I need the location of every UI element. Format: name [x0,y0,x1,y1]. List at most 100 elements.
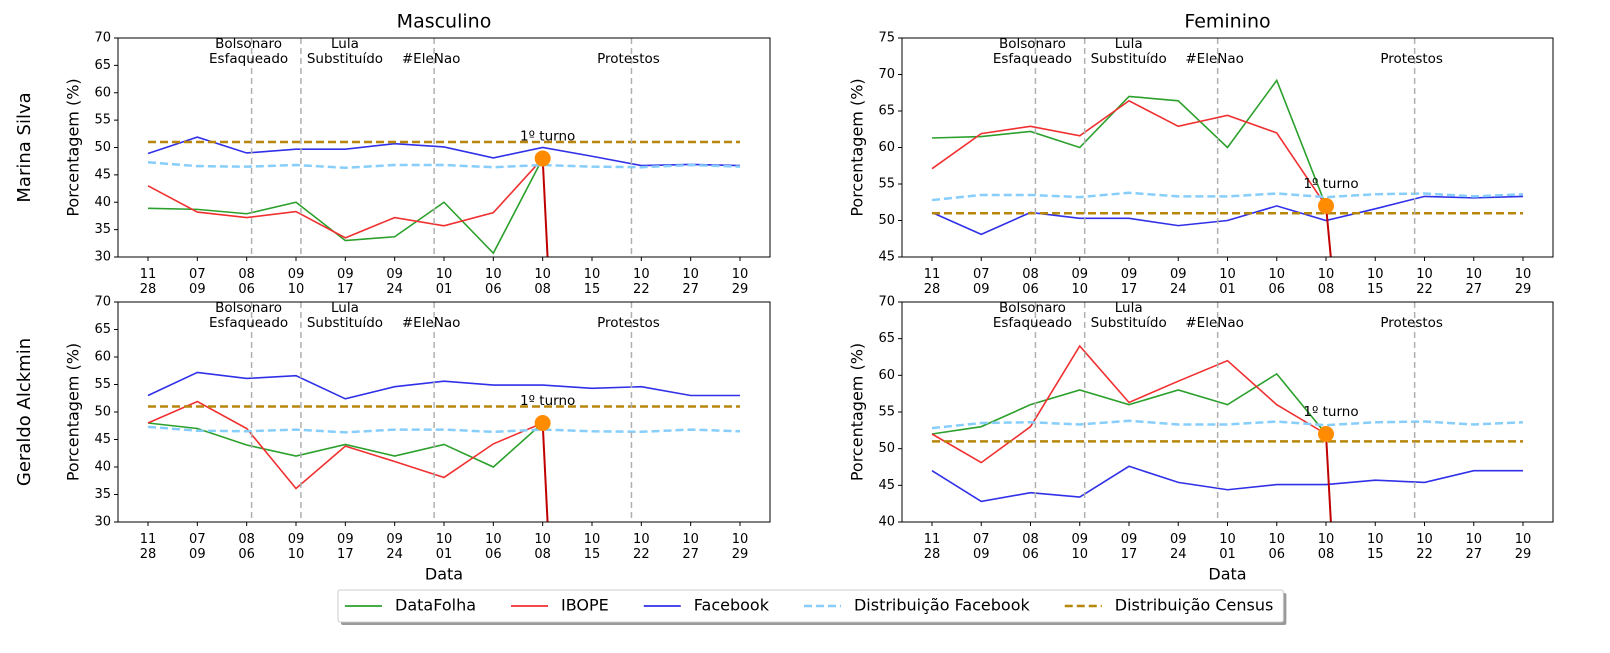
series-line [147,161,741,170]
y-tick-label: 60 [94,85,111,100]
x-tick-label: 10 22 [633,532,650,562]
x-tick-label: 10 08 [1318,532,1335,562]
x-tick-label: 09 10 [288,532,305,562]
x-tick-label: 10 06 [1268,267,1285,297]
y-tick-label: 70 [878,67,895,82]
y-tick-label: 75 [878,31,895,46]
series-line [931,99,1327,207]
x-tick-label: 10 01 [436,532,453,562]
x-tick-label: 11 28 [924,267,941,297]
x-tick-label: 07 09 [973,532,990,562]
legend-label: Facebook [694,596,770,615]
y-tick-label: 70 [878,295,895,310]
event-label: #EleNao [1185,51,1244,67]
y-tick-label: 45 [94,432,111,447]
axes-frame [117,301,771,523]
event-label: Bolsonaro Esfaqueado [993,300,1072,331]
annotation-label: 1º turno [1303,176,1358,192]
panel-title: Masculino [397,11,492,33]
annotation-point [1318,426,1334,442]
x-tick-label: 09 10 [1071,267,1088,297]
x-tick-label: 10 27 [1465,267,1482,297]
x-tick-label: 09 17 [337,267,354,297]
x-tick-label: 07 09 [189,532,206,562]
x-tick-label: 10 01 [1219,267,1236,297]
x-tick-label: 09 17 [1121,267,1138,297]
x-tick-label: 08 06 [238,532,255,562]
y-tick-label: 30 [94,250,111,265]
series-line [931,419,1524,430]
x-tick-label: 08 06 [238,267,255,297]
series-line [147,136,741,167]
legend-label: Distribuição Census [1115,596,1274,615]
x-tick-label: 10 15 [584,532,601,562]
legend-label: Distribuição Facebook [854,596,1031,615]
y-tick-label: 60 [878,140,895,155]
y-tick-label: 50 [878,213,895,228]
event-label: Protestos [1380,51,1443,67]
x-tick-label: 10 15 [584,267,601,297]
x-tick-label: 10 22 [1416,267,1433,297]
y-tick-label: 55 [878,405,895,420]
x-tick-label: 11 28 [924,532,941,562]
legend-label: DataFolha [395,596,476,615]
y-tick-label: 35 [94,222,111,237]
annotation-drop [1325,205,1332,257]
x-tick-label: 10 08 [1318,267,1335,297]
annotation-drop [541,158,549,257]
y-tick-label: 60 [94,350,111,365]
event-label: Lula Substituído [1091,36,1167,67]
series-line [147,425,741,434]
annotation-point [1318,197,1334,214]
y-tick-label: 40 [94,195,111,210]
event-label: Lula Substituído [307,36,383,67]
y-tick-label: 50 [94,405,111,420]
event-label: Protestos [597,51,660,67]
event-label: Bolsonaro Esfaqueado [993,36,1072,67]
y-tick-label: 55 [94,377,111,392]
annotation-label: 1º turno [1303,404,1358,420]
x-axis-label: Data [1208,565,1246,584]
series-line [147,157,544,239]
x-tick-label: 10 22 [633,267,650,297]
x-tick-label: 09 24 [1170,532,1187,562]
x-tick-label: 10 27 [682,532,699,562]
plot-area [147,371,741,522]
y-axis-label: Porcentagem (%) [64,78,83,216]
y-tick-label: 35 [94,487,111,502]
x-tick-label: 10 06 [1268,532,1285,562]
x-tick-label: 09 24 [386,267,403,297]
y-axis-label: Porcentagem (%) [848,343,867,481]
y-axis-label: Porcentagem (%) [848,78,867,216]
y-tick-label: 45 [878,250,895,265]
x-tick-label: 10 15 [1367,267,1384,297]
axes-frame [901,37,1554,258]
x-tick-label: 10 29 [732,267,749,297]
annotation-label: 1º turno [520,128,575,144]
legend: DataFolha IBOPE Facebook Distribuição Faceb… [337,589,1287,625]
x-axis-label: Data [425,565,463,584]
series-line [931,465,1523,503]
x-tick-label: 10 06 [485,267,502,297]
event-label: #EleNao [402,51,461,67]
y-tick-label: 65 [94,322,111,337]
x-tick-label: 07 09 [189,267,206,297]
x-tick-label: 10 15 [1367,532,1384,562]
series-line [931,372,1327,435]
series-line [147,158,544,255]
x-tick-label: 11 28 [140,267,157,297]
x-tick-label: 09 10 [1071,532,1088,562]
event-label: #EleNao [1185,315,1244,331]
annotation-point [534,415,551,431]
series-line [147,422,544,468]
event-label: Bolsonaro Esfaqueado [209,36,288,67]
axes-frame [901,301,1554,523]
series-line [931,344,1327,464]
x-tick-label: 10 29 [1515,532,1532,562]
row-label: Marina Silva [14,92,35,202]
y-tick-label: 65 [878,331,895,346]
annotation-drop [541,422,549,522]
x-tick-label: 09 10 [288,267,305,297]
x-tick-label: 10 29 [1515,267,1532,297]
